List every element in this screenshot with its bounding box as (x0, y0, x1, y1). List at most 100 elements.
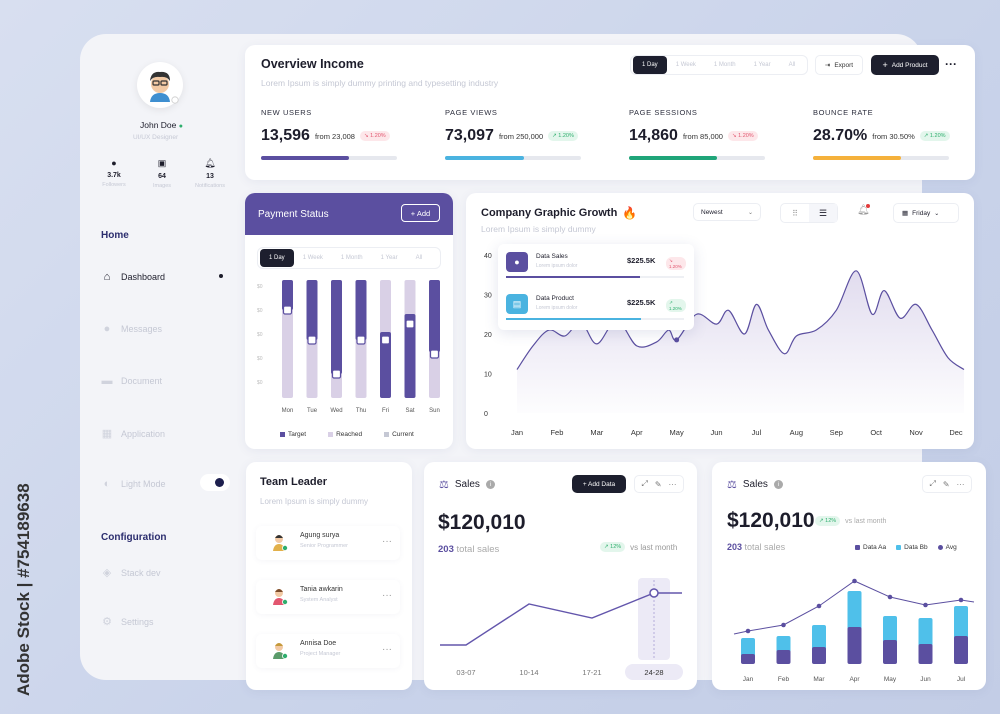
x-tick-label: May (884, 676, 897, 683)
x-tick-label[interactable]: 03-07 (456, 668, 475, 677)
x-tick-label: Jun (920, 676, 931, 683)
sidebar-item-application[interactable]: ▦ Application (101, 428, 166, 440)
export-button[interactable]: ⇥ Export (815, 55, 863, 75)
sidebar-item-messages[interactable]: ● Messages (101, 323, 162, 335)
range-all[interactable]: All (788, 62, 796, 68)
grid-view-icon[interactable]: ⠿ (792, 208, 798, 218)
bar-data-aa (741, 654, 755, 664)
x-tick-label[interactable]: 17-21 (582, 668, 601, 677)
profile-stat[interactable]: ▣ 64 Images (145, 158, 179, 189)
edit-icon[interactable]: ✎ (942, 479, 950, 489)
bar-data-bb (776, 636, 791, 653)
range-1-day[interactable]: 1 Day (633, 56, 667, 74)
more-icon[interactable]: ··· (668, 479, 677, 489)
profile-stat[interactable]: ● 3.7k Followers (97, 158, 131, 188)
team-title: Team Leader (260, 476, 328, 488)
half-circle-icon: ◐ (103, 478, 111, 490)
more-options-icon[interactable]: ··· (945, 57, 957, 71)
x-tick-label: Feb (778, 676, 790, 683)
current-marker (282, 305, 293, 315)
x-tick-label: Oct (870, 428, 883, 437)
info-icon[interactable]: i (773, 480, 783, 489)
avg-point (852, 578, 857, 584)
sales-icon: ⚖ (727, 479, 737, 491)
light-mode-toggle[interactable] (200, 474, 230, 491)
range-1-week[interactable]: 1 Week (302, 255, 323, 261)
x-tick-label: Sep (830, 428, 843, 437)
sidebar-item-settings[interactable]: ⚙ Settings (102, 616, 154, 628)
x-tick-label: Sat (405, 408, 414, 414)
range-all[interactable]: All (415, 255, 423, 261)
y-tick-label: 0 (484, 411, 488, 418)
chevron-down-icon: ⌄ (747, 209, 753, 216)
range-1-week[interactable]: 1 Week (675, 62, 696, 68)
growth-subtitle: Lorem Ipsum is simply dummy (481, 224, 596, 234)
growth-point[interactable] (674, 337, 680, 343)
avatar[interactable] (137, 62, 183, 108)
y-tick-label: $0 (257, 284, 263, 290)
user-icon: ● (506, 252, 528, 272)
more-icon[interactable]: ··· (956, 479, 965, 489)
reached-bar (380, 332, 391, 398)
add-product-button[interactable]: + Add Product (871, 55, 939, 75)
legend-data-aa: Data Aa (855, 544, 886, 551)
team-member-row[interactable]: Annisa Doe Project Manager ··· (256, 634, 400, 668)
team-member-row[interactable]: Tania awkarin System Analyst ··· (256, 580, 400, 614)
profile-stat[interactable]: 🔔︎ 13 Notifications (193, 158, 227, 189)
sales1-growth: ↗ 12% vs last month (600, 542, 677, 552)
more-icon[interactable]: ··· (382, 536, 392, 547)
newest-dropdown[interactable]: Newest ⌄ (693, 203, 761, 221)
y-tick-label: 10 (484, 372, 492, 379)
add-data-button[interactable]: + Add Data (572, 475, 626, 493)
sidebar-item-document[interactable]: ▬ Document (101, 375, 163, 387)
y-tick-label: $0 (257, 308, 263, 314)
grid-icon: ▦ (101, 428, 113, 440)
x-tick-label: Nov (909, 428, 923, 437)
folder-icon: ▤ (506, 294, 528, 314)
x-tick-label: Apr (631, 428, 643, 437)
user-icon: ● (111, 158, 117, 168)
range-1-month[interactable]: 1 Month (340, 255, 363, 261)
edit-icon[interactable]: ✎ (654, 479, 662, 489)
bell-icon[interactable]: 🔔︎ (857, 204, 870, 216)
x-tick-label: Jan (743, 676, 754, 683)
range-1-year[interactable]: 1 Year (380, 255, 398, 261)
sidebar-home-title: Home (101, 230, 129, 241)
sidebar-item-stack-dev[interactable]: ◈ Stack dev (102, 567, 161, 579)
growth-area (517, 270, 964, 413)
more-icon[interactable]: ··· (382, 644, 392, 655)
highlight-label-bg (625, 664, 683, 680)
payment-status-title: Payment Status (258, 209, 329, 220)
avg-point (781, 622, 786, 628)
member-avatar (273, 643, 288, 659)
expand-icon[interactable]: ⤢ (929, 479, 936, 488)
x-tick-label[interactable]: 10-14 (519, 668, 538, 677)
expand-icon[interactable]: ⤢ (641, 479, 648, 488)
payment-add-button[interactable]: + Add (401, 204, 440, 222)
range-1-day[interactable]: 1 Day (260, 249, 294, 267)
sidebar-item-light-mode[interactable]: ◐ Light Mode (101, 478, 166, 490)
y-tick-label: $0 (257, 332, 263, 338)
bar-data-bb (847, 591, 862, 630)
sales1-total: $120,010 (438, 511, 526, 534)
growth-tooltip: ● Data Sales Lorem ipsum dolor $225.5K ↘… (498, 244, 694, 330)
sales-point[interactable] (649, 588, 659, 598)
range-1-month[interactable]: 1 Month (713, 62, 736, 68)
avg-point (816, 603, 822, 609)
info-icon[interactable]: i (485, 480, 495, 489)
sales1-tools: ⤢ ✎ ··· (634, 475, 684, 493)
list-view-icon[interactable]: ☰ (809, 204, 837, 222)
more-icon[interactable]: ··· (382, 590, 392, 601)
sidebar-item-dashboard[interactable]: ⌂ Dashboard (101, 271, 165, 283)
current-marker (429, 349, 440, 359)
sales2-tools: ⤢ ✎ ··· (922, 475, 972, 493)
team-member-row[interactable]: Agung surya Senior Programmer ··· (256, 526, 400, 560)
layers-icon: ◈ (102, 567, 112, 579)
legend-target: Target (280, 431, 306, 438)
x-tick-label[interactable]: 24-28 (644, 668, 663, 677)
reached-bar (429, 280, 440, 352)
message-icon: ● (103, 323, 111, 335)
bar-data-bb (812, 625, 826, 650)
day-dropdown[interactable]: ▦ Friday ⌄ (893, 203, 959, 223)
range-1-year[interactable]: 1 Year (753, 62, 771, 68)
